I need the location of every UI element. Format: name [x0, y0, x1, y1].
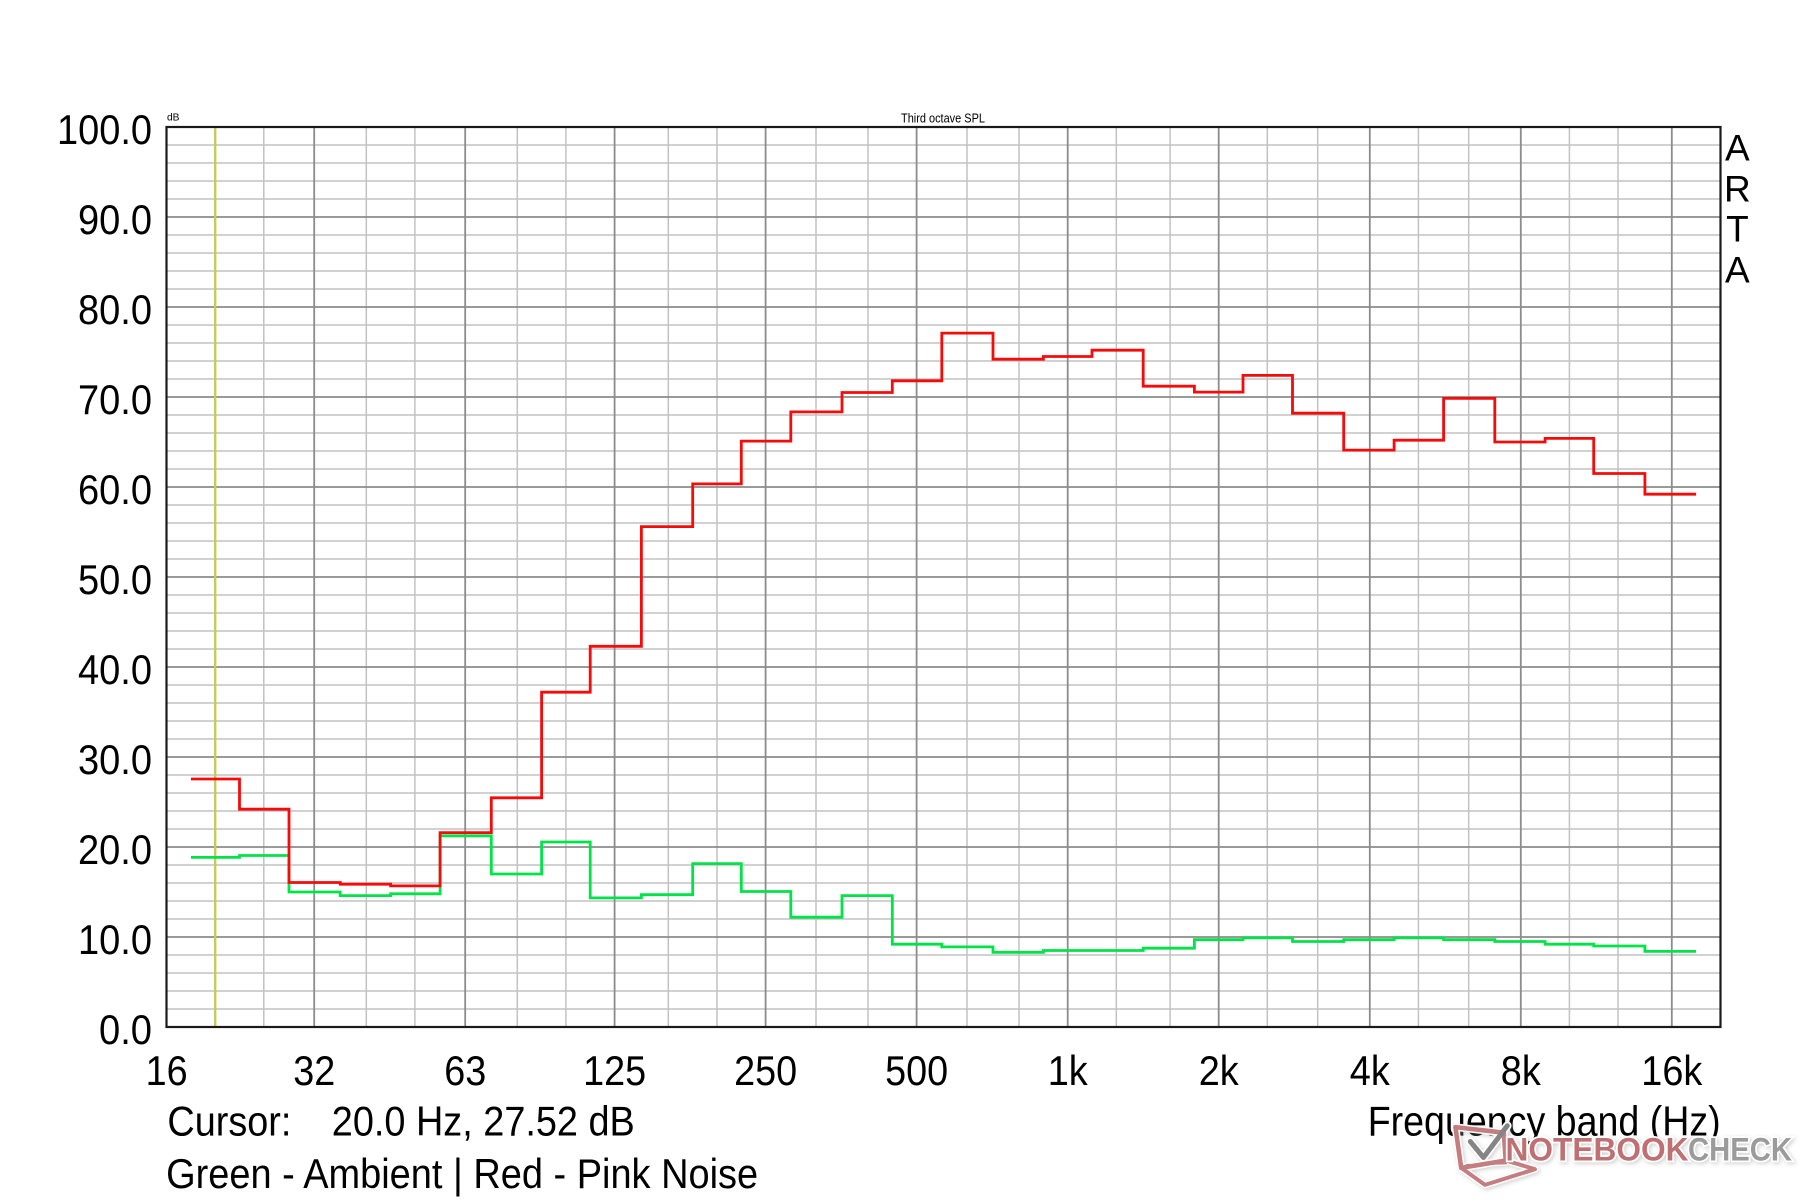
svg-text:60.0: 60.0 [78, 466, 152, 513]
svg-text:10.0: 10.0 [78, 916, 152, 963]
svg-text:Cursor:: Cursor: [167, 1098, 291, 1145]
svg-text:90.0: 90.0 [78, 196, 152, 243]
svg-text:40.0: 40.0 [78, 646, 152, 693]
svg-text:16: 16 [146, 1047, 188, 1094]
svg-text:Green - Ambient | Red - Pink N: Green - Ambient | Red - Pink Noise [166, 1150, 758, 1197]
svg-text:T: T [1726, 208, 1749, 249]
svg-text:2k: 2k [1199, 1047, 1240, 1094]
svg-text:Third octave SPL: Third octave SPL [901, 111, 985, 125]
svg-text:125: 125 [583, 1047, 646, 1094]
svg-text:4k: 4k [1350, 1047, 1391, 1094]
svg-text:0.0: 0.0 [99, 1006, 152, 1053]
svg-text:80.0: 80.0 [78, 286, 152, 333]
svg-text:50.0: 50.0 [78, 556, 152, 603]
svg-text:16k: 16k [1641, 1047, 1703, 1094]
svg-text:32: 32 [293, 1047, 335, 1094]
svg-text:A: A [1725, 250, 1750, 291]
svg-text:70.0: 70.0 [78, 376, 152, 423]
svg-text:R: R [1724, 169, 1751, 210]
svg-text:30.0: 30.0 [78, 736, 152, 783]
svg-text:8k: 8k [1501, 1047, 1542, 1094]
svg-text:500: 500 [885, 1047, 948, 1094]
svg-text:250: 250 [734, 1047, 797, 1094]
svg-text:CHECK: CHECK [1688, 1131, 1792, 1167]
svg-text:NOTEBOOK: NOTEBOOK [1506, 1131, 1689, 1167]
svg-text:20.0: 20.0 [78, 826, 152, 873]
svg-text:1k: 1k [1048, 1047, 1089, 1094]
svg-text:63: 63 [444, 1047, 486, 1094]
svg-text:A: A [1725, 128, 1750, 169]
svg-text:20.0 Hz, 27.52 dB: 20.0 Hz, 27.52 dB [332, 1098, 635, 1145]
svg-text:Frequency band (Hz): Frequency band (Hz) [1368, 1098, 1721, 1145]
svg-text:100.0: 100.0 [57, 106, 152, 153]
svg-text:dB: dB [167, 112, 180, 124]
